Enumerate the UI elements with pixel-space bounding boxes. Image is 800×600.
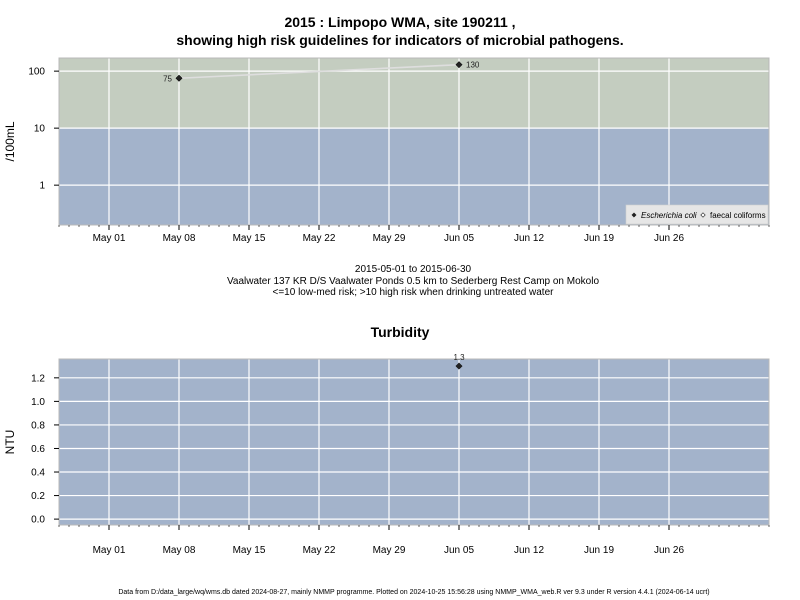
- x-tick-label: May 08: [163, 233, 196, 244]
- y-tick-label: 0.2: [31, 491, 45, 502]
- y-tick-label: 1: [39, 181, 45, 192]
- x-tick-label: Jun 19: [584, 233, 614, 244]
- plot-border: [58, 358, 770, 526]
- high-risk-band: [59, 58, 769, 129]
- y-tick-label: 0.0: [31, 515, 45, 526]
- chart-title-line1: 2015 : Limpopo WMA, site 190211 ,: [284, 14, 516, 30]
- data-point: [175, 74, 183, 82]
- x-tick-label: Jun 12: [514, 233, 544, 244]
- data-point: [455, 362, 463, 370]
- microbial-panel: May 01 May 08 May 15 May 22 May 29 Jun 05 Jun …: [3, 57, 770, 244]
- x-tick-label: May 15: [233, 545, 266, 556]
- x-tick-label: May 01: [93, 233, 126, 244]
- turbidity-title: Turbidity: [370, 324, 430, 340]
- legend: Escherichia coli faecal coliforms: [625, 204, 769, 225]
- data-source-footer: Data from D:/data_large/wq/wms.db dated …: [118, 589, 710, 596]
- legend-faecal-label: faecal coliforms: [710, 211, 766, 220]
- chart-title-line2: showing high risk guidelines for indicat…: [176, 32, 624, 48]
- x-tick-label: Jun 05: [444, 545, 474, 556]
- risk-guideline-caption: <=10 low-med risk; >10 high risk when dr…: [272, 287, 554, 298]
- plot-border: [58, 57, 770, 226]
- y-axis-label: NTU: [3, 430, 17, 455]
- x-tick-label: May 22: [303, 545, 336, 556]
- legend-faecal-marker: [700, 212, 706, 218]
- x-tick-label: May 22: [303, 233, 336, 244]
- legend-ecoli-marker: [631, 212, 637, 218]
- data-label: 1.3: [453, 353, 465, 362]
- x-tick-label: May 29: [373, 233, 406, 244]
- legend-box: [625, 204, 769, 225]
- turbidity-panel: May 01 May 08 May 15 May 22 May 29 Jun 05 Jun …: [3, 353, 770, 556]
- data-label: 130: [466, 61, 480, 70]
- legend-ecoli-label: Escherichia coli: [641, 211, 697, 220]
- data-point: [455, 61, 463, 69]
- x-tick-label: Jun 19: [584, 545, 614, 556]
- data-label: 75: [163, 74, 172, 83]
- y-tick-label: 0.6: [31, 444, 45, 455]
- x-tick-label: Jun 05: [444, 233, 474, 244]
- y-tick-label: 0.4: [31, 468, 45, 479]
- y-tick-label: 1.0: [31, 397, 45, 408]
- x-tick-label: May 29: [373, 545, 406, 556]
- site-description-caption: Vaalwater 137 KR D/S Vaalwater Ponds 0.5…: [226, 276, 600, 287]
- series-line: [178, 63, 460, 80]
- y-tick-label: 100: [28, 67, 45, 78]
- x-tick-label: Jun 12: [514, 545, 544, 556]
- y-tick-label: 10: [34, 124, 46, 135]
- y-tick-label: 1.2: [31, 373, 45, 384]
- y-tick-label: 0.8: [31, 420, 45, 431]
- plot-background: [59, 359, 769, 525]
- date-range-caption: 2015-05-01 to 2015-06-30: [354, 264, 472, 275]
- x-tick-label: May 01: [93, 545, 126, 556]
- y-axis-label: /100mL: [3, 121, 17, 161]
- x-tick-label: May 15: [233, 233, 266, 244]
- x-tick-label: May 08: [163, 545, 196, 556]
- x-tick-label: Jun 26: [654, 545, 684, 556]
- x-tick-label: Jun 26: [654, 233, 684, 244]
